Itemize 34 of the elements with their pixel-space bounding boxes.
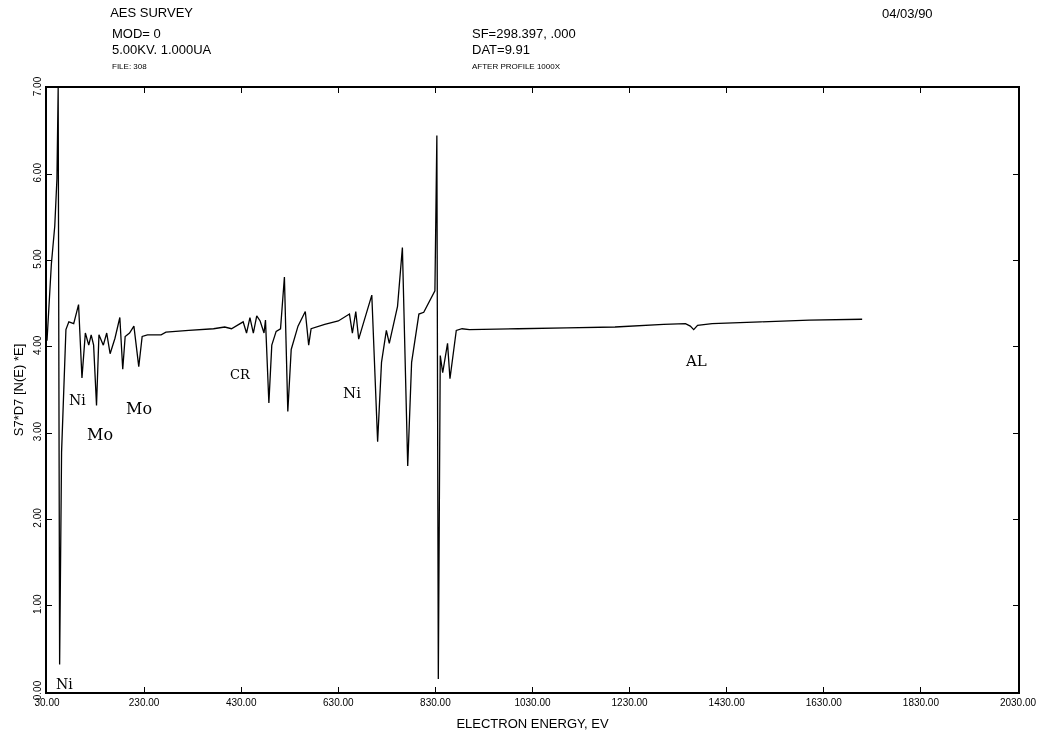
- text: 5.00KV. 1.000UA: [112, 42, 212, 57]
- x-tick-label: 830.00: [420, 696, 452, 708]
- annotation: Mo: [126, 399, 153, 418]
- x-tick-label: 1430.00: [708, 696, 746, 708]
- y-axis-title: S7*D7 [N(E) *E]: [10, 343, 26, 437]
- text: FILE: 308: [112, 62, 148, 71]
- y-tick-label: 2.00: [32, 507, 44, 528]
- text: AFTER PROFILE 1000X: [472, 62, 561, 71]
- x-tick-label: 1830.00: [902, 696, 940, 708]
- y-tick-label: 5.00: [32, 248, 44, 269]
- annotation: Ni: [69, 392, 87, 408]
- x-tick-label: 230.00: [128, 696, 160, 708]
- annotation: Mo: [87, 425, 114, 444]
- text: 04/03/90: [882, 6, 933, 21]
- x-tick-label: 2030.00: [999, 696, 1037, 708]
- annotation: Ni: [56, 676, 74, 692]
- x-tick-label: 430.00: [225, 696, 257, 708]
- text: MOD= 0: [112, 26, 161, 41]
- y-tick-label: 7.00: [32, 76, 44, 97]
- x-tick-label: 630.00: [323, 696, 355, 708]
- chart-title: AES SURVEY: [110, 5, 194, 21]
- annotation: Ni: [343, 384, 362, 402]
- text: DAT=9.91: [472, 42, 530, 57]
- y-tick-label: 3.00: [32, 421, 44, 442]
- annotation: AL: [685, 352, 707, 370]
- x-tick-label: 1230.00: [611, 696, 649, 708]
- annotation: CR: [230, 367, 251, 382]
- y-tick-label: 4.00: [32, 335, 44, 356]
- x-tick-label: 1030.00: [514, 696, 552, 708]
- x-axis-title: ELECTRON ENERGY, EV: [456, 715, 609, 731]
- y-tick-label: 1.00: [32, 594, 44, 614]
- x-tick-label: 1630.00: [805, 696, 843, 708]
- y-tick-label: 6.00: [32, 162, 44, 183]
- text: SF=298.397, .000: [472, 26, 576, 41]
